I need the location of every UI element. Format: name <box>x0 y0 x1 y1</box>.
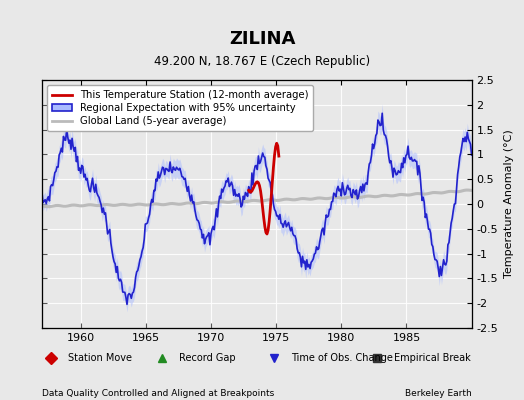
Text: Time of Obs. Change: Time of Obs. Change <box>291 353 393 363</box>
Text: 49.200 N, 18.767 E (Czech Republic): 49.200 N, 18.767 E (Czech Republic) <box>154 55 370 68</box>
Text: Empirical Break: Empirical Break <box>394 353 471 363</box>
Text: Berkeley Earth: Berkeley Earth <box>405 389 472 398</box>
Text: Data Quality Controlled and Aligned at Breakpoints: Data Quality Controlled and Aligned at B… <box>42 389 274 398</box>
Y-axis label: Temperature Anomaly (°C): Temperature Anomaly (°C) <box>504 130 514 278</box>
Legend: This Temperature Station (12-month average), Regional Expectation with 95% uncer: This Temperature Station (12-month avera… <box>47 85 313 131</box>
Text: Record Gap: Record Gap <box>179 353 236 363</box>
Text: ZILINA: ZILINA <box>229 30 295 48</box>
Text: Station Move: Station Move <box>68 353 132 363</box>
